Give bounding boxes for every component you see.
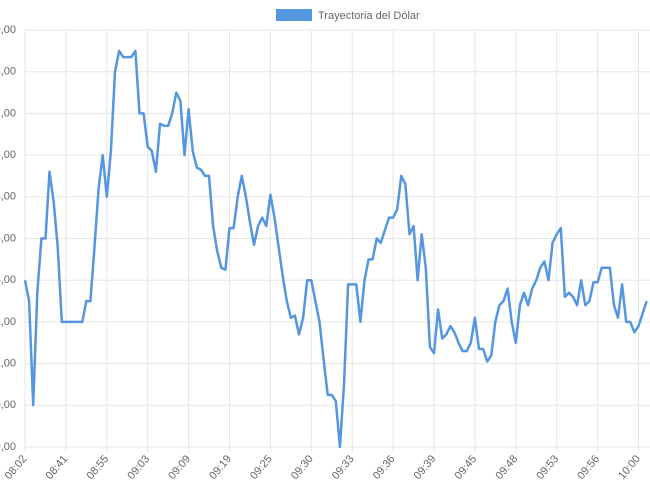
x-tick-label: 09:45 [453,453,480,482]
x-tick-label: 08:55 [84,453,111,482]
x-tick-label: 09:39 [412,453,439,482]
x-tick-label: 09:09 [166,453,193,482]
x-tick-label: 09:53 [534,453,561,482]
x-tick-label: 09:33 [330,453,357,482]
y-tick-label: 1,00 [0,358,16,370]
data-line [23,49,648,449]
x-tick-label: 09:19 [207,453,234,482]
x-tick-label: 09:25 [248,453,275,482]
y-tick-label: 3,00 [0,274,16,286]
y-tick-label: 2,00 [0,316,16,328]
y-tick-label: 9,00 [0,24,16,36]
x-tick-label: 10:00 [616,453,643,482]
y-tick-label: 8,00 [0,66,16,78]
x-tick-label: 09:48 [493,453,520,482]
legend-swatch [276,9,312,21]
y-tick-label: 4,00 [0,232,16,244]
legend-label: Trayectoria del Dólar [318,10,420,22]
y-tick-label: 9,00 [0,441,16,453]
x-tick-label: 09:36 [371,453,398,482]
y-tick-label: 0,00 [0,399,16,411]
x-tick-label: 09:30 [289,453,316,482]
x-tick-label: 08:41 [44,453,71,482]
x-tick-label: 08:02 [3,453,30,482]
x-tick-label: 09:03 [125,453,152,482]
x-tick-label: 09:56 [575,453,602,482]
y-tick-label: 7,00 [0,107,16,119]
y-tick-label: 6,00 [0,149,16,161]
y-tick-label: 5,00 [0,191,16,203]
